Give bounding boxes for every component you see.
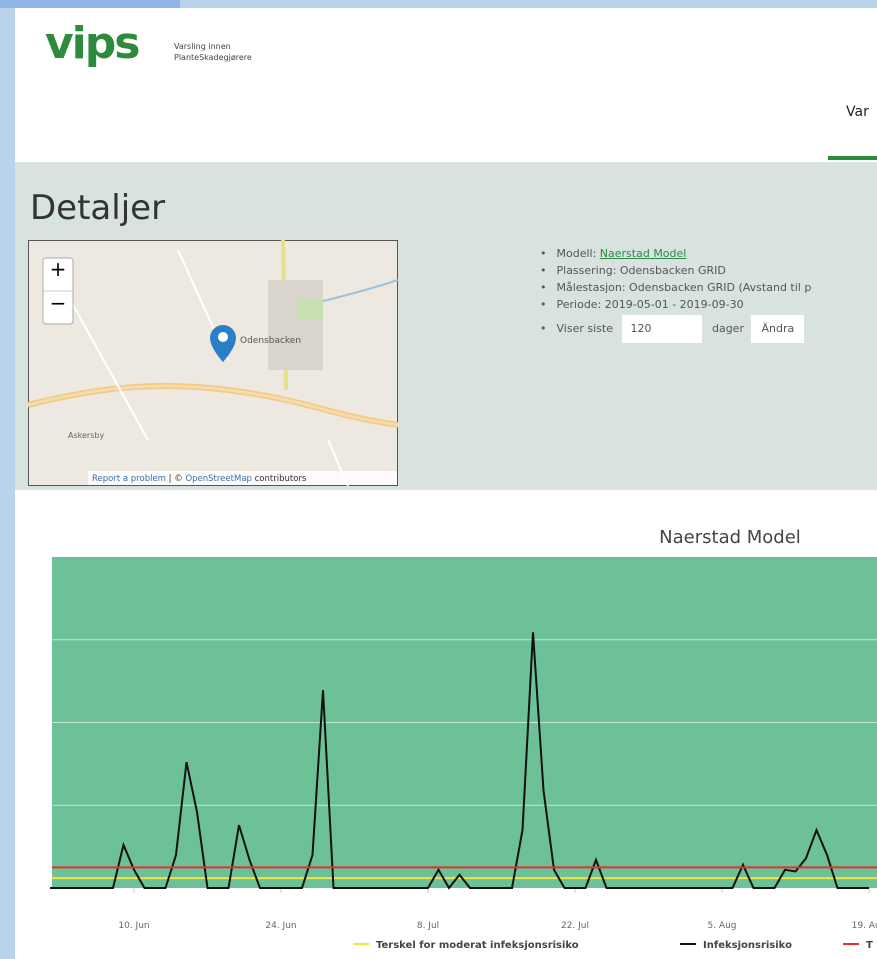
detail-item: Målestasjon: Odensbacken GRID (Avstand t… (540, 281, 811, 298)
nav-item[interactable]: Var (846, 104, 869, 120)
days-input[interactable]: 120 (622, 315, 702, 343)
tagline: Varsling innen (174, 42, 231, 51)
detail-item: Plassering: Odensbacken GRID (540, 264, 811, 281)
chart-title: Naerstad Model (659, 527, 801, 548)
details-list: Modell: Naerstad Model Plassering: Odens… (540, 247, 811, 345)
heading: Detaljer (30, 188, 165, 228)
x-tick-label: 5. Aug (707, 921, 736, 931)
report-link[interactable]: Report a problem (92, 474, 166, 484)
frame-bar (0, 0, 180, 8)
detail-item: Periode: 2019-05-01 - 2019-09-30 (540, 298, 811, 315)
place-label: Askersby (68, 431, 104, 440)
x-tick-label: 22. Jul (561, 921, 589, 931)
x-tick-label: 24. Jun (265, 921, 296, 931)
page: vips Varsling innen PlanteSkadegjørere V… (0, 0, 877, 959)
detail-item: Modell: Naerstad Model (540, 247, 811, 264)
chart: Naerstad Model 10. Jun 24. Jun 8. Jul 22. J… (0, 490, 877, 959)
svg-text:Report a problem | © OpenStree: Report a problem | © OpenStreetMap contr… (92, 474, 307, 484)
detail-item: Viser siste 120 dager Ändra (540, 315, 811, 345)
change-button[interactable]: Ändra (751, 315, 804, 343)
model-link[interactable]: Naerstad Model (600, 247, 687, 260)
model-label: Modell: (557, 247, 600, 260)
show-last-label: Viser siste (557, 322, 613, 335)
nav-underline (828, 156, 877, 160)
map[interactable]: + − Odensbacken Askersby Report a proble… (28, 240, 398, 486)
osm-link[interactable]: OpenStreetMap (185, 474, 251, 484)
x-tick-label: 19. Aug (852, 921, 877, 931)
attribution-suffix: contributors (252, 474, 307, 484)
legend-label: Terskel for moderat infeksjonsrisiko (376, 940, 579, 951)
legend-label: Infeksjonsrisiko (703, 940, 792, 951)
attribution-separator: | © (166, 474, 185, 484)
x-tick-label: 8. Jul (417, 921, 439, 931)
x-tick-label: 10. Jun (118, 921, 149, 931)
zoom-out[interactable]: − (50, 291, 67, 315)
legend-label: T (866, 940, 873, 951)
zoom-in[interactable]: + (50, 257, 67, 281)
days-unit: dager (712, 322, 744, 335)
place-label: Odensbacken (240, 336, 301, 346)
tagline: PlanteSkadegjørere (174, 53, 252, 62)
logo[interactable]: vips (45, 18, 138, 69)
